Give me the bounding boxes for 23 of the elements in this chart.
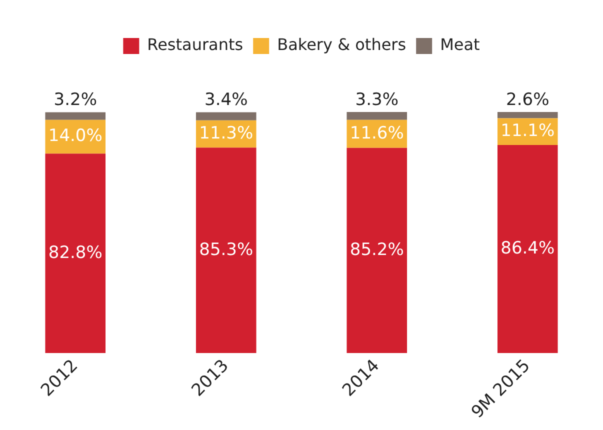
data-label: 14.0%	[48, 126, 102, 146]
bar	[346, 148, 408, 354]
data-label: 11.1%	[500, 121, 555, 142]
data-label: 2.6%	[506, 90, 550, 110]
bar	[346, 112, 408, 120]
data-label: 85.2%	[350, 240, 404, 260]
bar	[196, 112, 256, 120]
data-label: 11.6%	[350, 123, 404, 144]
legend-label: Restaurants	[147, 35, 244, 54]
data-label: 3.3%	[355, 90, 398, 110]
data-label: 82.8%	[48, 242, 102, 263]
bar	[45, 154, 106, 354]
bar	[497, 144, 558, 354]
bar	[196, 148, 256, 354]
legend-label: Meat	[440, 35, 480, 54]
data-label: 3.4%	[204, 90, 248, 110]
data-label: 3.2%	[54, 90, 97, 110]
data-label: 86.4%	[500, 238, 555, 258]
bar	[45, 112, 106, 120]
data-label: 11.3%	[199, 123, 254, 144]
data-label: 85.3%	[199, 240, 254, 260]
bar	[497, 112, 558, 118]
legend-label: Bakery & others	[277, 35, 406, 54]
